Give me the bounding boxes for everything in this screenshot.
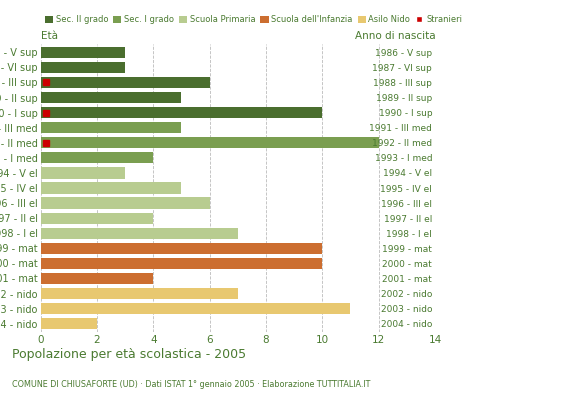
Bar [41, 318, 97, 329]
Bar [41, 258, 322, 269]
Bar [41, 122, 182, 133]
Text: Popolazione per età scolastica - 2005: Popolazione per età scolastica - 2005 [12, 348, 246, 361]
Bar [41, 243, 322, 254]
Bar [41, 303, 350, 314]
Bar [41, 62, 125, 73]
Bar [41, 107, 322, 118]
Bar [41, 273, 153, 284]
Bar [41, 77, 209, 88]
Bar [41, 212, 153, 224]
Bar [41, 167, 125, 178]
Bar [41, 228, 238, 239]
Legend: Sec. II grado, Sec. I grado, Scuola Primaria, Scuola dell'Infanzia, Asilo Nido, : Sec. II grado, Sec. I grado, Scuola Prim… [45, 15, 462, 24]
Bar [41, 137, 379, 148]
Text: Anno di nascita: Anno di nascita [355, 31, 436, 41]
Bar [41, 92, 182, 103]
Bar [41, 288, 238, 299]
Text: COMUNE DI CHIUSAFORTE (UD) · Dati ISTAT 1° gennaio 2005 · Elaborazione TUTTITALI: COMUNE DI CHIUSAFORTE (UD) · Dati ISTAT … [12, 380, 370, 389]
Text: Età: Età [41, 31, 57, 41]
Bar [41, 198, 209, 209]
Bar [41, 152, 153, 164]
Bar [41, 47, 125, 58]
Bar [41, 182, 182, 194]
